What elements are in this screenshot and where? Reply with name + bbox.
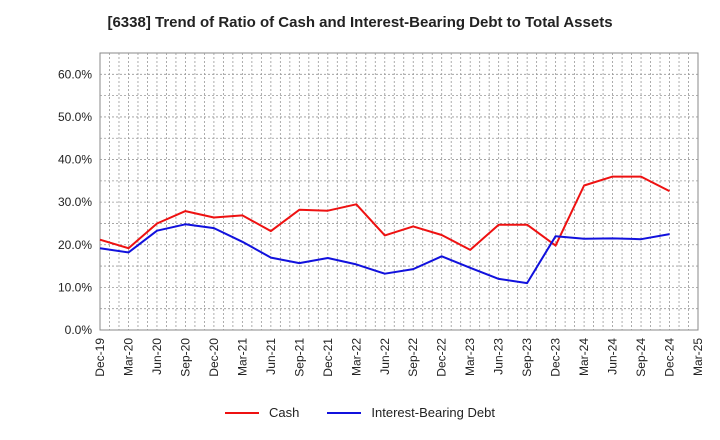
legend-swatch-cash [225,411,260,414]
x-tick-label: Dec-22 [435,338,449,377]
y-tick-label: 20.0% [58,238,92,252]
x-tick-label: Jun-22 [378,338,392,375]
x-tick-label: Sep-22 [406,338,420,377]
y-tick-label: 60.0% [58,67,92,81]
y-tick-label: 40.0% [58,153,92,167]
x-tick-label: Sep-24 [634,338,648,377]
x-tick-label: Mar-20 [121,338,135,376]
x-tick-label: Mar-22 [349,338,363,376]
series-line-interest-bearing-debt [99,223,670,285]
x-tick-label: Jun-24 [606,338,620,375]
legend-label-debt: Interest-Bearing Debt [371,405,495,420]
x-tick-label: Mar-23 [463,338,477,376]
legend-swatch-debt [327,411,362,414]
x-tick-label: Sep-20 [178,338,192,377]
x-tick-label: Sep-21 [292,338,306,377]
x-tick-label: Mar-25 [691,338,705,376]
x-tick-label: Mar-24 [577,338,591,376]
x-tick-label: Jun-21 [264,338,278,375]
legend-label-cash: Cash [269,405,300,420]
legend-item-debt: Interest-Bearing Debt [327,405,495,420]
x-tick-label: Sep-23 [520,338,534,377]
y-tick-label: 10.0% [58,280,92,294]
x-tick-label: Jun-20 [150,338,164,375]
y-tick-label: 0.0% [65,323,93,337]
plot-frame [99,52,699,331]
x-tick-label: Dec-24 [663,338,677,377]
legend: Cash Interest-Bearing Debt [0,405,720,420]
series-line-cash [99,175,670,251]
chart-title: [6338] Trend of Ratio of Cash and Intere… [107,14,613,31]
legend-item-cash: Cash [225,405,299,420]
x-tick-label: Dec-19 [93,338,107,377]
y-tick-label: 30.0% [58,195,92,209]
y-tick-label: 50.0% [58,110,92,124]
x-tick-label: Dec-20 [207,338,221,377]
x-tick-label: Dec-23 [549,338,563,377]
x-tick-label: Dec-21 [321,338,335,377]
x-tick-label: Jun-23 [492,338,506,375]
x-tick-label: Mar-21 [235,338,249,376]
